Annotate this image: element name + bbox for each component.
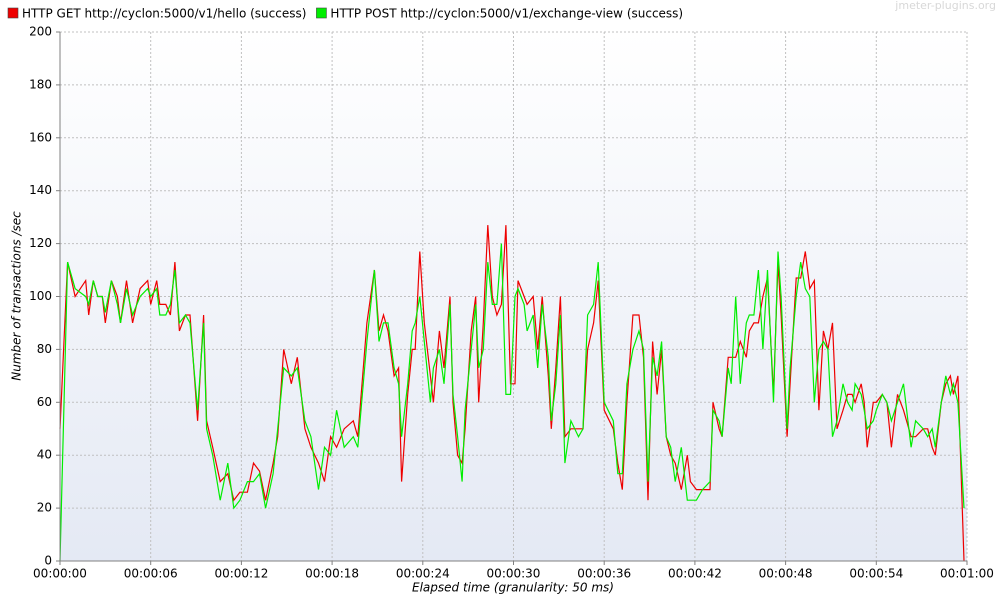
y-tick-label: 160 bbox=[29, 130, 52, 144]
y-tick-label: 140 bbox=[29, 183, 52, 197]
x-tick-label: 00:00:36 bbox=[577, 567, 631, 581]
y-axis-title: Number of transactions /sec bbox=[10, 211, 24, 381]
y-tick-label: 60 bbox=[37, 395, 52, 409]
legend-swatch bbox=[316, 7, 327, 19]
y-tick-label: 40 bbox=[37, 448, 52, 462]
lines bbox=[59, 225, 965, 562]
y-tick-label: 100 bbox=[29, 289, 52, 303]
watermark: jmeter-plugins.org bbox=[894, 0, 996, 12]
series-line bbox=[59, 225, 965, 562]
y-tick-label: 180 bbox=[29, 77, 52, 91]
y-tick-label: 80 bbox=[37, 342, 52, 356]
x-tick-label: 00:00:54 bbox=[849, 567, 903, 581]
x-tick-label: 00:00:00 bbox=[33, 567, 87, 581]
x-tick-label: 00:00:48 bbox=[759, 567, 813, 581]
legend: HTTP GET http://cyclon:5000/v1/hello (su… bbox=[7, 7, 683, 21]
series-line bbox=[59, 243, 965, 562]
legend-label: HTTP POST http://cyclon:5000/v1/exchange… bbox=[330, 7, 683, 21]
x-tick-label: 00:00:30 bbox=[487, 567, 541, 581]
legend-swatch bbox=[7, 7, 19, 19]
y-tick-label: 120 bbox=[29, 236, 52, 250]
x-tick-label: 00:00:42 bbox=[668, 567, 722, 581]
y-tick-label: 200 bbox=[29, 25, 52, 39]
y-tick-label: 0 bbox=[44, 554, 52, 568]
x-tick-label: 00:01:00 bbox=[940, 567, 994, 581]
x-tick-label: 00:00:06 bbox=[124, 567, 178, 581]
x-tick-label: 00:00:12 bbox=[214, 567, 268, 581]
y-tick-label: 20 bbox=[37, 501, 52, 515]
x-tick-label: 00:00:24 bbox=[396, 567, 450, 581]
x-axis-title: Elapsed time (granularity: 50 ms) bbox=[412, 581, 614, 595]
legend-label: HTTP GET http://cyclon:5000/v1/hello (su… bbox=[22, 7, 306, 21]
x-tick-label: 00:00:18 bbox=[305, 567, 359, 581]
